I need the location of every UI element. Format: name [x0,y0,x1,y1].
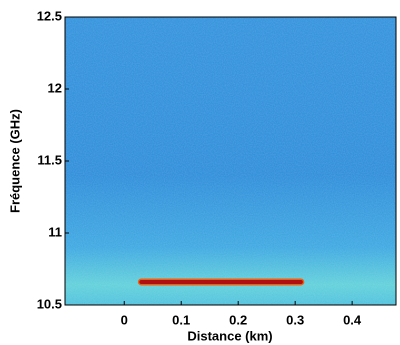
y-tick-label: 11 [48,224,62,239]
x-tick-label: 0.2 [229,312,247,327]
x-tick-label: 0.4 [343,312,362,327]
y-tick-label: 10.5 [37,296,62,311]
y-tick-label: 12 [48,80,62,95]
y-tick-label: 12.5 [37,8,62,23]
y-axis-label: Fréquence (GHz) [7,109,22,213]
y-tick-label: 11.5 [37,152,62,167]
x-axis-label: Distance (km) [187,328,272,343]
x-tick-label: 0.3 [286,312,304,327]
heatmap-noise [65,17,396,305]
x-tick-label: 0.1 [172,312,190,327]
x-tick-label: 0 [121,312,128,327]
